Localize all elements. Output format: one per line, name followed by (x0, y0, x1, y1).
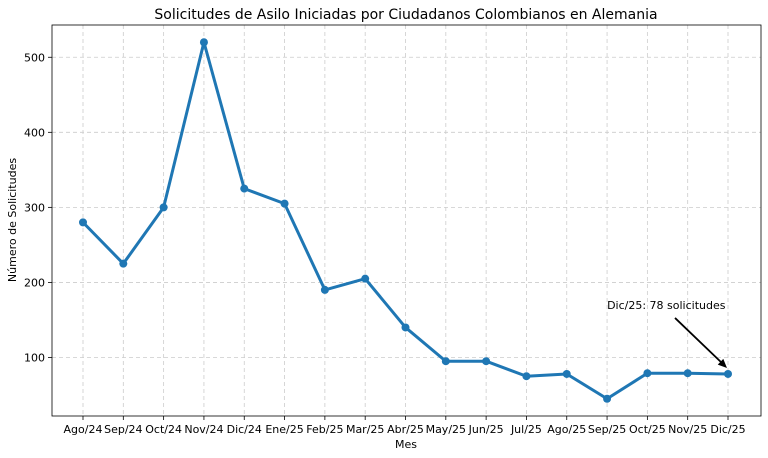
annotation-arrow-head (717, 358, 727, 368)
x-tick-label: Dic/24 (227, 423, 262, 436)
annotation: Dic/25: 78 solicitudes (607, 299, 727, 368)
plot-area-frame (51, 24, 762, 417)
data-point (320, 285, 329, 294)
data-point (119, 259, 128, 268)
data-point (361, 274, 370, 283)
data-point (482, 357, 491, 366)
x-tick-label: Nov/24 (184, 423, 223, 436)
series (79, 38, 732, 403)
x-tick-label: Ene/25 (265, 423, 303, 436)
x-tick-label: Jun/25 (468, 423, 504, 436)
y-axis-label: Número de Solicitudes (6, 158, 19, 282)
x-tick-label: Mar/25 (346, 423, 384, 436)
y-tick-label: 400 (24, 126, 45, 139)
x-tick-label: May/25 (426, 423, 466, 436)
data-point (643, 369, 652, 378)
data-point (401, 323, 410, 332)
y-tick-label: 200 (24, 276, 45, 289)
y-tick-label: 300 (24, 201, 45, 214)
data-point (159, 203, 168, 212)
y-axis-ticks: 100 200 300 400 500 (24, 51, 52, 364)
x-tick-label: Sep/25 (588, 423, 626, 436)
data-point (199, 38, 208, 47)
data-point (522, 372, 531, 381)
y-tick-label: 100 (24, 351, 45, 364)
annotation-label: Dic/25: 78 solicitudes (607, 299, 726, 312)
data-point (724, 369, 732, 378)
data-point (683, 369, 692, 378)
x-tick-label: Jul/25 (510, 423, 542, 436)
x-tick-label: Sep/24 (104, 423, 142, 436)
x-tick-label: Dic/25 (710, 423, 745, 436)
data-point (603, 394, 612, 403)
y-tick-label: 500 (24, 51, 45, 64)
x-tick-label: Abr/25 (387, 423, 424, 436)
x-tick-label: Ago/25 (547, 423, 586, 436)
x-tick-label: Feb/25 (306, 423, 343, 436)
data-point (280, 199, 289, 208)
x-axis-ticks: Ago/24 Sep/24 Oct/24 Nov/24 Dic/24 Ene/25 Feb/… (64, 416, 746, 436)
data-point (562, 369, 571, 378)
x-tick-label: Ago/24 (64, 423, 103, 436)
x-tick-label: Oct/25 (629, 423, 666, 436)
x-tick-label: Nov/25 (668, 423, 707, 436)
data-point (79, 218, 87, 227)
chart-title: Solicitudes de Asilo Iniciadas por Ciuda… (154, 7, 657, 23)
x-axis-label: Mes (395, 438, 417, 451)
data-point (240, 184, 249, 193)
data-point (441, 357, 450, 366)
x-tick-label: Oct/24 (145, 423, 182, 436)
annotation-arrow-shaft (674, 317, 724, 365)
grid (52, 25, 761, 416)
